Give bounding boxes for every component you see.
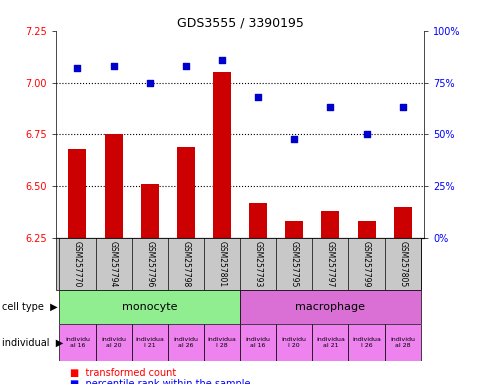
Bar [203,324,240,361]
Bar [95,324,131,361]
Bar [276,324,312,361]
Title: GDS3555 / 3390195: GDS3555 / 3390195 [176,17,303,30]
Text: individual  ▶: individual ▶ [2,338,63,348]
Point [218,57,226,63]
Text: individu
al 20: individu al 20 [101,337,126,348]
Point [254,94,261,100]
Text: GSM257796: GSM257796 [145,241,154,287]
Text: cell type  ▶: cell type ▶ [2,302,58,312]
Point [74,65,81,71]
Point [290,136,298,142]
Text: individu
al 16: individu al 16 [65,337,90,348]
Text: individu
l 20: individu l 20 [281,337,306,348]
Bar [59,290,240,324]
Text: GSM257795: GSM257795 [289,241,298,287]
Text: ■  percentile rank within the sample: ■ percentile rank within the sample [70,379,250,384]
Bar [240,290,420,324]
Text: GSM257770: GSM257770 [73,241,82,287]
Text: individu
al 26: individu al 26 [173,337,198,348]
Point [326,104,333,111]
Text: monocyte: monocyte [122,302,177,312]
Text: GSM257793: GSM257793 [253,241,262,287]
Text: individua
l 28: individua l 28 [207,337,236,348]
Bar [177,147,195,384]
Point [182,63,189,69]
Bar [348,324,384,361]
Bar [59,324,95,361]
Text: GSM257794: GSM257794 [109,241,118,287]
Point [398,104,406,111]
Bar [357,222,375,384]
Point [109,63,117,69]
Bar [131,324,167,361]
Text: GSM257799: GSM257799 [362,241,370,287]
Bar [105,134,122,384]
Bar [249,203,267,384]
Text: GSM257801: GSM257801 [217,241,226,287]
Bar [285,222,302,384]
Bar [140,184,158,384]
Text: individua
l 26: individua l 26 [351,337,380,348]
Bar [240,324,276,361]
Bar [167,324,203,361]
Point [146,79,153,86]
Text: GSM257805: GSM257805 [397,241,407,287]
Text: macrophage: macrophage [295,302,364,312]
Bar [212,72,230,384]
Text: individua
al 21: individua al 21 [316,337,344,348]
Text: GSM257798: GSM257798 [181,241,190,287]
Text: ■  transformed count: ■ transformed count [70,368,176,378]
Bar [384,324,420,361]
Text: individua
l 21: individua l 21 [135,337,164,348]
Text: GSM257797: GSM257797 [325,241,334,287]
Bar [393,207,411,384]
Text: individu
al 28: individu al 28 [390,337,414,348]
Bar [321,211,339,384]
Bar [312,324,348,361]
Point [362,131,370,137]
Bar [68,149,86,384]
Text: individu
al 16: individu al 16 [245,337,270,348]
